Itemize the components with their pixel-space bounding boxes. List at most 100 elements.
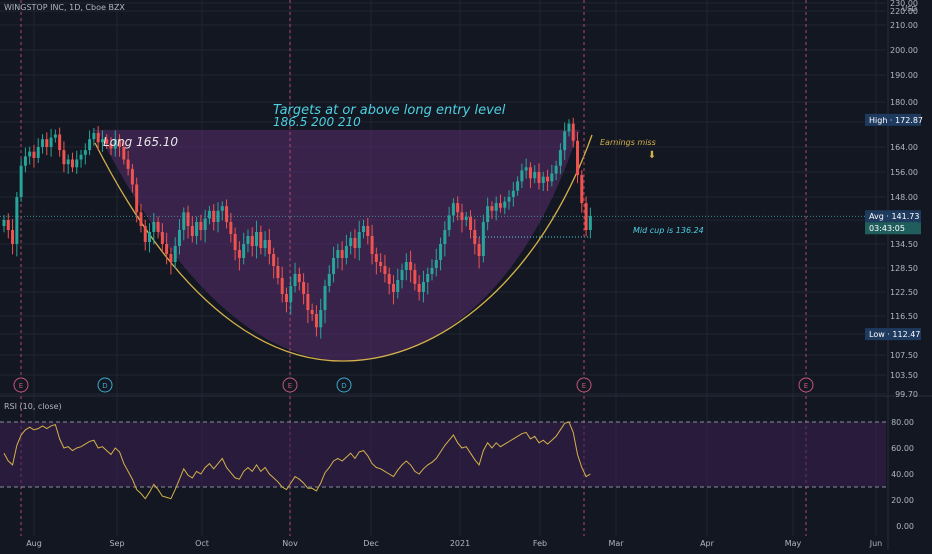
long-entry-annotation: Long 165.10 — [103, 135, 178, 149]
candle-body — [169, 254, 173, 262]
targets-annotation-line1: Targets at or above long entry level — [273, 103, 506, 118]
candle-body — [447, 215, 451, 230]
candle-body — [558, 150, 562, 166]
candle-body — [66, 159, 70, 165]
candle-body — [439, 244, 443, 260]
x-tick-label: 2021 — [450, 539, 470, 548]
candle-body — [126, 159, 130, 169]
high-label-text: High · 172.87 — [869, 116, 923, 125]
rsi-tick-label: 20.00 — [891, 496, 914, 505]
candle-body — [2, 220, 6, 226]
avg-label-bg — [865, 210, 921, 223]
candle-body — [302, 282, 306, 294]
candle-body — [421, 282, 425, 292]
price-tick-label: 128.50 — [890, 264, 918, 273]
event-marker-label: D — [102, 382, 107, 390]
candle-body — [15, 197, 19, 244]
candle-body — [105, 139, 109, 144]
candle-body — [255, 232, 259, 246]
candle-body — [216, 210, 220, 222]
currency-label: USD — [902, 5, 917, 13]
candle-body — [451, 203, 455, 216]
candle-body — [563, 131, 567, 151]
countdown-label: 03:43:05 — [865, 222, 921, 235]
high-label-bg — [865, 113, 921, 126]
candle-body — [340, 250, 344, 258]
candle-body — [550, 173, 554, 182]
candle-body — [53, 134, 57, 138]
symbol-title[interactable]: WINGSTOP INC, 1D, Cboe BZX — [4, 3, 125, 12]
candle-body — [413, 270, 417, 284]
candle-body — [391, 284, 395, 292]
candle-body — [62, 150, 66, 165]
candle-body — [118, 139, 122, 147]
candle-body — [173, 246, 177, 262]
x-tick-label: Aug — [26, 539, 42, 548]
rsi-line — [3, 421, 591, 500]
candle-body — [362, 226, 366, 232]
candle-body — [280, 278, 284, 294]
candle-body — [494, 203, 498, 211]
price-tick-label: 107.50 — [890, 351, 918, 360]
candle-body — [88, 139, 92, 151]
event-marker-label: E — [804, 382, 808, 390]
candle-body — [323, 286, 327, 310]
x-tick-label: May — [785, 539, 802, 548]
candle-body — [237, 250, 241, 258]
low-label: Low · 112.47 — [865, 328, 921, 341]
candle-body — [327, 274, 331, 286]
x-tick-label: Feb — [533, 539, 547, 548]
rsi-panel — [0, 421, 886, 500]
candle-body — [387, 274, 391, 284]
candle-body — [220, 206, 224, 211]
candle-body — [481, 222, 485, 256]
price-tick-label: 200.00 — [890, 46, 918, 55]
rsi-title[interactable]: RSI (10, close) — [4, 402, 62, 411]
candle-body — [186, 212, 190, 226]
candle-body — [11, 230, 15, 244]
price-tick-label: 180.00 — [890, 98, 918, 107]
candle-body — [28, 151, 32, 157]
event-marker-earnings — [13, 377, 29, 393]
candle-body — [92, 132, 96, 140]
candle-body — [396, 280, 400, 292]
earnings-arrow-icon: ⬇ — [648, 150, 656, 161]
cup-fill — [88, 129, 580, 361]
price-tick-label: 230.00 — [890, 0, 918, 8]
price-tick-label: 122.50 — [890, 288, 918, 297]
candle-body — [246, 236, 250, 244]
candle-body — [520, 170, 524, 182]
rsi-tick-label: 40.00 — [891, 470, 914, 479]
candle-body — [460, 212, 464, 220]
low-label-text: Low · 112.47 — [869, 330, 920, 339]
candle-body — [143, 226, 147, 242]
candle-body — [554, 165, 558, 174]
candle-body — [546, 176, 550, 182]
candle-body — [259, 232, 263, 248]
candle-body — [75, 159, 79, 168]
candle-body — [177, 230, 181, 246]
candle-body — [409, 262, 413, 270]
candle-body — [443, 230, 447, 244]
candle-body — [293, 274, 297, 286]
candle-body — [344, 246, 348, 258]
x-tick-label: Jun — [869, 539, 883, 548]
candle-body — [426, 274, 430, 282]
x-tick-label: Mar — [608, 539, 624, 548]
candle-body — [332, 258, 336, 274]
candle-body — [584, 203, 588, 230]
candle-body — [250, 236, 254, 246]
price-tick-label: 190.00 — [890, 71, 918, 80]
candle-body — [434, 260, 438, 268]
x-tick-label: Nov — [282, 539, 298, 548]
candle-body — [357, 232, 361, 248]
candle-body — [541, 176, 545, 183]
avg-label: Avg · 141.73 — [865, 210, 921, 223]
candle-body — [289, 286, 293, 302]
candle-body — [511, 190, 515, 197]
candle-body — [537, 172, 541, 183]
candle-body — [486, 206, 490, 222]
candle-body — [139, 212, 143, 226]
